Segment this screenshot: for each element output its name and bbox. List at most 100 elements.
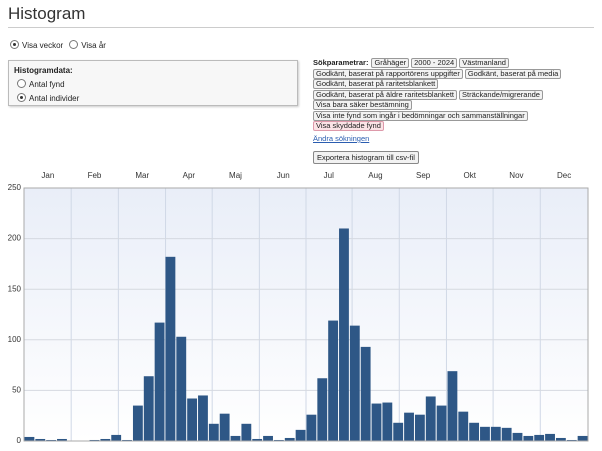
- bar: [89, 439, 100, 441]
- bar: [143, 376, 154, 441]
- change-search-link[interactable]: Ändra sökningen: [313, 134, 370, 143]
- bar: [512, 432, 523, 441]
- bar: [371, 403, 382, 441]
- x-tick-label: Nov: [509, 171, 523, 180]
- search-parameters: Sökparametrar: Gråhäger 2000 - 2024 Västman…: [313, 58, 598, 132]
- search-tag[interactable]: Godkänt, baserat på rapportörens uppgift…: [313, 68, 463, 79]
- radio-label[interactable]: Antal fynd: [29, 80, 65, 89]
- radio-option[interactable]: Visa år: [69, 40, 106, 50]
- bar: [208, 423, 219, 441]
- x-tick-label: Mar: [135, 171, 149, 180]
- divider: [8, 27, 594, 28]
- bar: [198, 395, 208, 441]
- bar: [176, 336, 187, 441]
- export-button[interactable]: Exportera histogram till csv-fil: [313, 151, 419, 164]
- radio-option[interactable]: Antal individer: [17, 93, 79, 103]
- radio-label[interactable]: Visa år: [81, 41, 106, 50]
- radio-option[interactable]: Antal fynd: [17, 79, 79, 89]
- bar: [154, 322, 165, 441]
- bar: [404, 412, 414, 441]
- bar: [523, 435, 534, 441]
- search-tag[interactable]: Godkänt, baserat på raritetsblankett: [313, 79, 439, 89]
- plot-border: [23, 187, 589, 442]
- tag-row: Godkänt, baserat på rapportörens uppgift…: [313, 68, 598, 80]
- bar: [252, 438, 263, 441]
- bar: [328, 320, 339, 441]
- bar: [349, 325, 360, 441]
- search-tag[interactable]: 2000 - 2024: [411, 58, 458, 68]
- bar: [555, 437, 566, 441]
- bar: [46, 439, 57, 441]
- bar: [187, 398, 198, 441]
- x-tick-label: Jan: [41, 171, 54, 180]
- bar: [436, 405, 447, 441]
- radio-label[interactable]: Visa veckor: [22, 41, 64, 50]
- bar: [111, 434, 122, 441]
- bar: [24, 436, 35, 441]
- bar: [393, 422, 404, 441]
- search-tag[interactable]: Västmanland: [459, 58, 509, 68]
- x-tick-label: Maj: [229, 171, 242, 180]
- radio-option[interactable]: Visa veckor: [10, 40, 64, 50]
- bar: [382, 402, 393, 441]
- histogram-data-box: Histogramdata: Antal fynd Antal individer: [8, 60, 298, 106]
- search-tag[interactable]: Visa inte fynd som ingår i bedömningar o…: [313, 110, 528, 121]
- search-tag[interactable]: Sträckande/migrerande: [459, 89, 543, 100]
- bar: [263, 435, 273, 441]
- search-tag[interactable]: Godkänt, baserat på media: [464, 68, 562, 79]
- histogram-data-options: Antal fynd Antal individer: [17, 79, 85, 107]
- bar: [230, 435, 241, 441]
- x-tick-label: Sep: [416, 171, 431, 180]
- bar: [219, 413, 230, 441]
- search-tag[interactable]: Godkänt, baserat på äldre raritetsblanke…: [313, 89, 457, 100]
- x-tick-label: Jul: [324, 171, 334, 180]
- tag-row: Sökparametrar: Gråhäger 2000 - 2024 Västman…: [313, 58, 598, 69]
- y-tick-label: 50: [12, 386, 21, 395]
- box-title: Histogramdata:: [14, 66, 73, 75]
- radio-button[interactable]: [17, 79, 26, 88]
- y-tick-label: 0: [17, 436, 22, 445]
- tag-row: Visa inte fynd som ingår i bedömningar o…: [313, 110, 598, 122]
- search-tag[interactable]: Gråhäger: [371, 58, 410, 68]
- bar: [490, 426, 501, 441]
- search-tag[interactable]: Visa skyddade fynd: [313, 121, 384, 131]
- y-tick-label: 200: [8, 234, 22, 243]
- tag-row: Godkänt, baserat på äldre raritetsblanke…: [313, 89, 598, 101]
- bar: [35, 438, 46, 441]
- bar: [165, 256, 176, 441]
- tag-row: Visa skyddade fynd: [313, 121, 598, 132]
- bar: [339, 228, 349, 441]
- search-label: Sökparametrar:: [313, 58, 369, 67]
- page-title: Histogram: [8, 4, 86, 23]
- bar: [273, 439, 284, 441]
- bar: [501, 427, 512, 441]
- y-tick-label: 100: [8, 335, 22, 344]
- radio-button[interactable]: [10, 40, 19, 49]
- search-tag[interactable]: Visa bara säker bestämning: [313, 100, 412, 110]
- bar: [132, 405, 143, 441]
- x-tick-label: Apr: [183, 171, 196, 180]
- bar: [284, 437, 295, 441]
- bar: [566, 439, 577, 441]
- y-tick-label: 150: [8, 284, 22, 293]
- bar: [317, 378, 328, 441]
- bar: [241, 423, 252, 441]
- radio-button[interactable]: [69, 40, 79, 49]
- y-tick-label: 250: [8, 183, 22, 192]
- radio-label[interactable]: Antal individer: [29, 94, 80, 103]
- bar: [414, 414, 425, 441]
- bar: [295, 429, 306, 441]
- x-tick-label: Okt: [464, 171, 477, 180]
- x-tick-label: Jun: [277, 171, 290, 180]
- radio-button[interactable]: [17, 93, 26, 102]
- x-tick-label: Feb: [88, 171, 102, 180]
- bar: [480, 426, 490, 441]
- bar: [122, 439, 132, 441]
- x-tick-label: Dec: [557, 171, 571, 180]
- bar: [458, 411, 469, 441]
- bar: [360, 346, 371, 441]
- bar: [447, 371, 458, 441]
- bar: [534, 434, 545, 441]
- bar: [469, 422, 480, 441]
